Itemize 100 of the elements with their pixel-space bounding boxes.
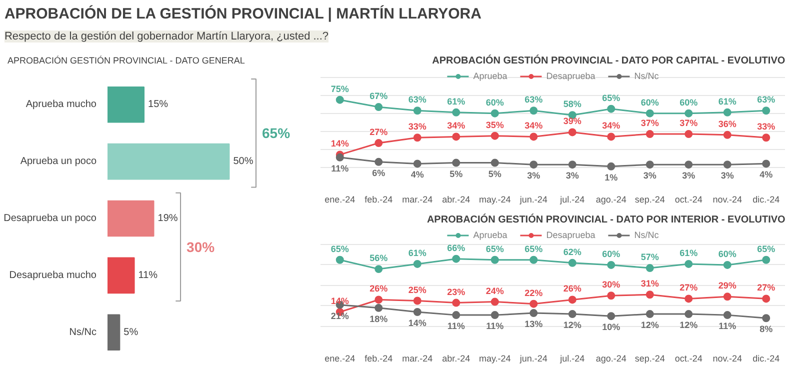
legend-label: Ns/Nc: [634, 71, 659, 81]
y-tick-label: Desaprueba mucho: [9, 270, 97, 281]
point: [530, 256, 538, 264]
point: [568, 128, 576, 136]
point: [762, 294, 770, 303]
x-tick-label: jul.-24: [559, 354, 585, 364]
data-label: 8%: [760, 324, 773, 334]
point: [490, 256, 499, 264]
data-label: 11%: [447, 321, 465, 332]
bar: [108, 200, 154, 237]
point: [452, 108, 460, 116]
data-label: 13%: [524, 319, 543, 330]
data-label: 14%: [330, 138, 349, 149]
point: [762, 314, 770, 322]
point: [452, 132, 460, 141]
data-label: 61%: [447, 96, 466, 106]
x-tick-label: ene.-24: [324, 194, 356, 204]
data-label: 11%: [138, 270, 158, 281]
point: [413, 260, 422, 268]
chart-title: APROBACIÓN GESTIÓN PROVINCIAL - DATO GENERAL: [8, 56, 245, 66]
x-tick-label: jun.-24: [518, 194, 548, 204]
point: [607, 162, 616, 170]
data-label: 50%: [233, 156, 254, 168]
point: [490, 109, 499, 118]
data-label: 37%: [680, 118, 698, 128]
data-label: 31%: [640, 278, 659, 289]
data-label: 65%: [330, 244, 349, 254]
point: [530, 309, 538, 318]
x-tick-label: may.-24: [478, 194, 511, 204]
data-label: 65%: [757, 244, 776, 254]
data-label: 56%: [370, 253, 388, 264]
data-label: 15%: [148, 99, 168, 110]
data-label: 65%: [602, 92, 620, 103]
x-tick-label: ago.-24: [596, 354, 626, 364]
x-tick-label: abr.-24: [442, 354, 470, 364]
point: [762, 160, 770, 168]
data-label: 35%: [486, 120, 504, 130]
bar: [108, 86, 145, 123]
data-label: 63%: [408, 94, 426, 105]
data-label: 63%: [757, 94, 776, 105]
data-label: 34%: [602, 120, 620, 131]
data-label: 63%: [524, 94, 543, 105]
data-label: 3%: [720, 170, 734, 181]
data-label: 22%: [524, 288, 543, 298]
point: [336, 256, 344, 264]
legend-label: Ns/Nc: [634, 230, 659, 240]
point: [413, 296, 422, 305]
data-label: 27%: [757, 282, 776, 293]
data-label: 24%: [486, 286, 504, 296]
data-label: 33%: [408, 122, 426, 132]
text: APROBACIÓN DE LA GESTIÓN PROVINCIAL | MARTÍN LLARYORA: [4, 4, 482, 22]
point: [684, 310, 693, 318]
point: [607, 260, 616, 269]
point: [723, 108, 732, 116]
point: [646, 130, 654, 138]
data-label: 5%: [488, 168, 502, 179]
data-label: 18%: [370, 314, 388, 324]
x-tick-label: may.-24: [478, 354, 511, 364]
data-label: 4%: [410, 170, 424, 180]
y-tick-label: Ns/Nc: [69, 326, 97, 338]
point: [490, 132, 499, 140]
data-label: 12%: [640, 320, 659, 330]
data-label: 11%: [486, 321, 504, 332]
data-label: 34%: [524, 120, 543, 131]
point: [374, 296, 383, 304]
data-label: 60%: [486, 97, 504, 108]
point: [374, 265, 383, 274]
point: [374, 158, 383, 166]
data-label: 60%: [680, 97, 698, 108]
data-label: 75%: [330, 84, 349, 94]
x-tick-label: abr.-24: [442, 194, 470, 204]
x-tick-label: ago.-24: [596, 194, 626, 204]
x-tick-label: nov.-24: [712, 354, 742, 364]
annotation: 30%: [186, 238, 216, 255]
point: [413, 106, 422, 115]
point: [452, 298, 460, 307]
y-tick-label: Aprueba mucho: [26, 99, 97, 110]
text: Respecto de la gestión del gobernador Martín Llaryora, ¿usted ...?: [4, 30, 329, 42]
data-label: 34%: [447, 120, 466, 131]
point: [530, 300, 538, 308]
point: [723, 292, 732, 301]
point: [723, 130, 732, 139]
point: [607, 312, 616, 320]
data-label: 21%: [330, 310, 349, 321]
point: [490, 158, 499, 167]
x-tick-label: dic.-24: [752, 354, 780, 364]
point: [762, 106, 770, 115]
point: [646, 264, 654, 272]
point: [568, 310, 576, 318]
point: [530, 132, 538, 141]
data-label: 30%: [602, 280, 620, 290]
x-tick-label: oct.-24: [674, 194, 702, 204]
bar: [108, 143, 230, 180]
data-label: 29%: [718, 280, 736, 291]
point: [530, 106, 538, 115]
x-tick-label: sep.-24: [634, 194, 665, 204]
data-label: 27%: [680, 282, 698, 293]
data-label: 4%: [760, 170, 773, 180]
data-label: 26%: [563, 284, 582, 294]
point: [490, 298, 499, 306]
